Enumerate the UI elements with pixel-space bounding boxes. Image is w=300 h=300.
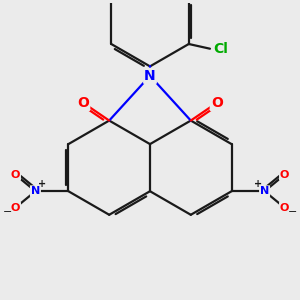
- Text: O: O: [211, 96, 223, 110]
- Text: O: O: [11, 170, 20, 180]
- Text: Cl: Cl: [214, 42, 228, 56]
- Text: O: O: [280, 170, 289, 180]
- Text: +: +: [254, 179, 262, 189]
- Text: O: O: [11, 203, 20, 213]
- Text: −: −: [2, 207, 12, 218]
- Text: N: N: [31, 186, 40, 196]
- Text: O: O: [280, 203, 289, 213]
- Text: +: +: [38, 179, 46, 189]
- Text: O: O: [77, 96, 89, 110]
- Text: −: −: [288, 207, 298, 218]
- Text: N: N: [144, 69, 156, 83]
- Text: N: N: [260, 186, 269, 196]
